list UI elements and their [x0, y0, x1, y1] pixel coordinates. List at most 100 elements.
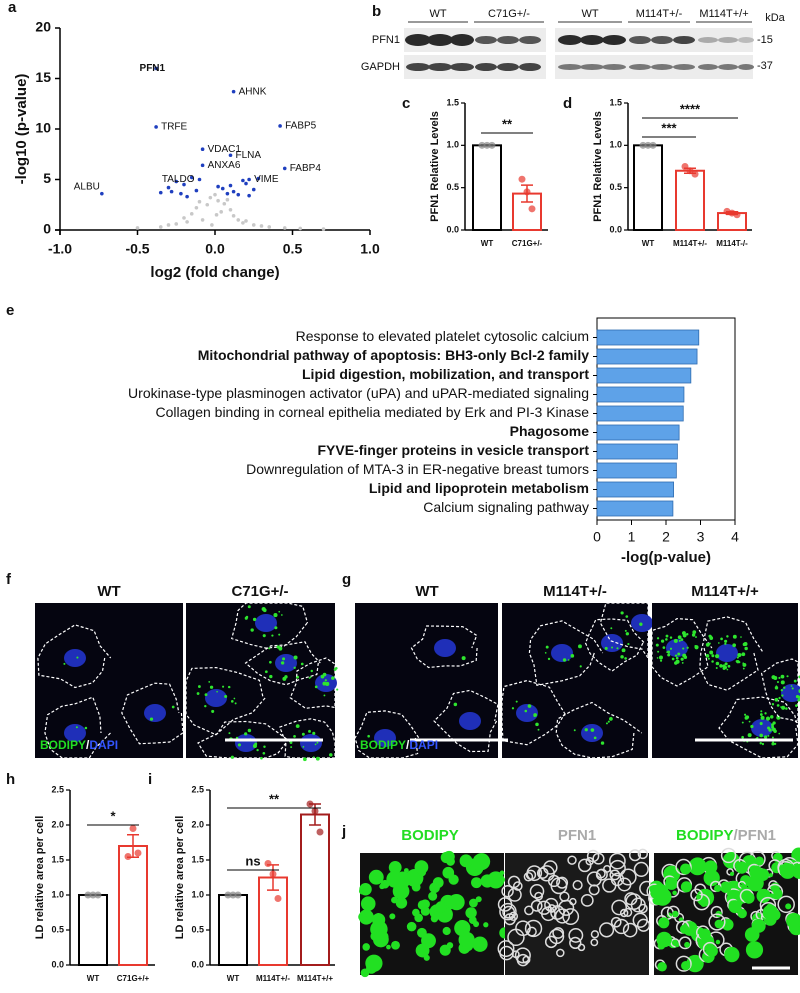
lipid-droplet	[767, 734, 770, 737]
lipid-droplet	[680, 657, 684, 661]
lipid-droplet	[671, 657, 675, 661]
lipid-droplet	[682, 653, 687, 658]
nucleus	[666, 639, 688, 657]
lipid-droplet	[735, 861, 748, 874]
blot-row-label: GAPDH	[361, 61, 400, 73]
texture	[675, 955, 692, 972]
blot-group-label: M114T+/-	[636, 8, 683, 20]
nucleus	[716, 644, 738, 662]
bar	[118, 845, 148, 966]
significance: ***	[661, 120, 677, 135]
lipid-droplet	[759, 713, 763, 716]
texture	[497, 897, 513, 912]
point	[691, 170, 699, 178]
y-tick-label: Mitochondrial pathway of apoptosis: BH3-…	[198, 347, 589, 363]
lipid-droplet	[656, 657, 659, 659]
lipid-droplet	[228, 732, 231, 735]
lipid-droplet	[439, 944, 451, 956]
point	[200, 218, 205, 222]
texture	[611, 899, 628, 916]
image-title: WT	[97, 583, 120, 600]
lipid-droplet	[621, 648, 626, 653]
texture	[526, 926, 537, 937]
point	[166, 223, 171, 227]
point	[174, 222, 179, 226]
point	[282, 166, 287, 171]
texture	[514, 947, 531, 964]
lipid-droplet	[388, 860, 402, 874]
point	[228, 183, 233, 188]
significance: **	[502, 116, 513, 131]
point	[274, 895, 282, 902]
texture	[610, 916, 622, 928]
point	[518, 175, 526, 183]
lipid-droplet	[742, 642, 747, 647]
lipid-droplet	[756, 888, 771, 903]
lipid-droplet	[483, 922, 489, 928]
texture	[726, 868, 734, 876]
lipid-droplet	[365, 954, 383, 972]
lipid-droplet	[282, 676, 287, 681]
texture	[619, 908, 629, 918]
lipid-droplet	[691, 633, 696, 637]
point	[278, 124, 282, 128]
lipid-droplet	[677, 635, 682, 640]
stain-sep: /	[406, 738, 410, 752]
lipid-droplet	[780, 689, 784, 692]
lipid-droplet	[715, 661, 720, 666]
lipid-droplet	[209, 685, 214, 689]
texture	[501, 885, 514, 898]
lipid-droplet	[680, 638, 684, 642]
texture	[529, 883, 545, 899]
lipid-droplet	[781, 705, 786, 710]
lipid-droplet	[669, 647, 673, 650]
point	[483, 141, 491, 149]
texture	[572, 880, 583, 891]
texture	[619, 868, 637, 886]
blot-row-label: PFN1	[372, 34, 400, 46]
lipid-droplet	[674, 942, 680, 948]
nucleus	[144, 704, 166, 722]
lipid-droplet	[149, 717, 154, 721]
lipid-droplet	[672, 910, 679, 918]
lipid-droplet	[262, 751, 266, 755]
significance: ns	[245, 853, 260, 868]
lipid-droplet	[669, 636, 673, 639]
lipid-droplet	[280, 661, 285, 665]
texture	[513, 881, 523, 891]
y-tick-label: 0.5	[51, 924, 64, 934]
lipid-droplet	[772, 727, 776, 732]
lipid-droplet	[442, 926, 451, 936]
point	[210, 223, 214, 227]
y-tick-label: 0.0	[51, 959, 64, 969]
lipid-droplet	[754, 856, 764, 866]
point-label: ALBU	[74, 181, 100, 192]
lipid-droplet	[740, 636, 742, 638]
texture	[599, 922, 615, 938]
lipid-droplet	[660, 639, 665, 643]
cell-outline	[197, 720, 293, 759]
lipid-droplet	[278, 610, 281, 613]
nucleus	[751, 719, 773, 737]
texture	[602, 878, 617, 893]
point	[247, 177, 251, 182]
lipid-droplet	[545, 645, 549, 649]
panel-letter: b	[372, 3, 381, 20]
point	[229, 891, 237, 899]
lipid-droplet	[774, 686, 779, 690]
y-tick-label: 20	[35, 19, 51, 35]
texture	[568, 927, 584, 943]
lipid-droplet	[726, 668, 729, 671]
point	[639, 141, 647, 149]
y-tick-label: 1.0	[191, 889, 204, 899]
lipid-droplet	[797, 698, 800, 702]
lipid-droplet	[421, 933, 436, 949]
point	[185, 220, 189, 224]
lipid-droplet	[695, 636, 697, 639]
images	[35, 602, 800, 978]
blot-group-label: C71G+/-	[488, 8, 530, 20]
lipid-droplet	[764, 712, 767, 715]
image-title: BODIPY	[401, 827, 459, 844]
point	[154, 125, 158, 129]
cell-outline	[37, 624, 112, 689]
